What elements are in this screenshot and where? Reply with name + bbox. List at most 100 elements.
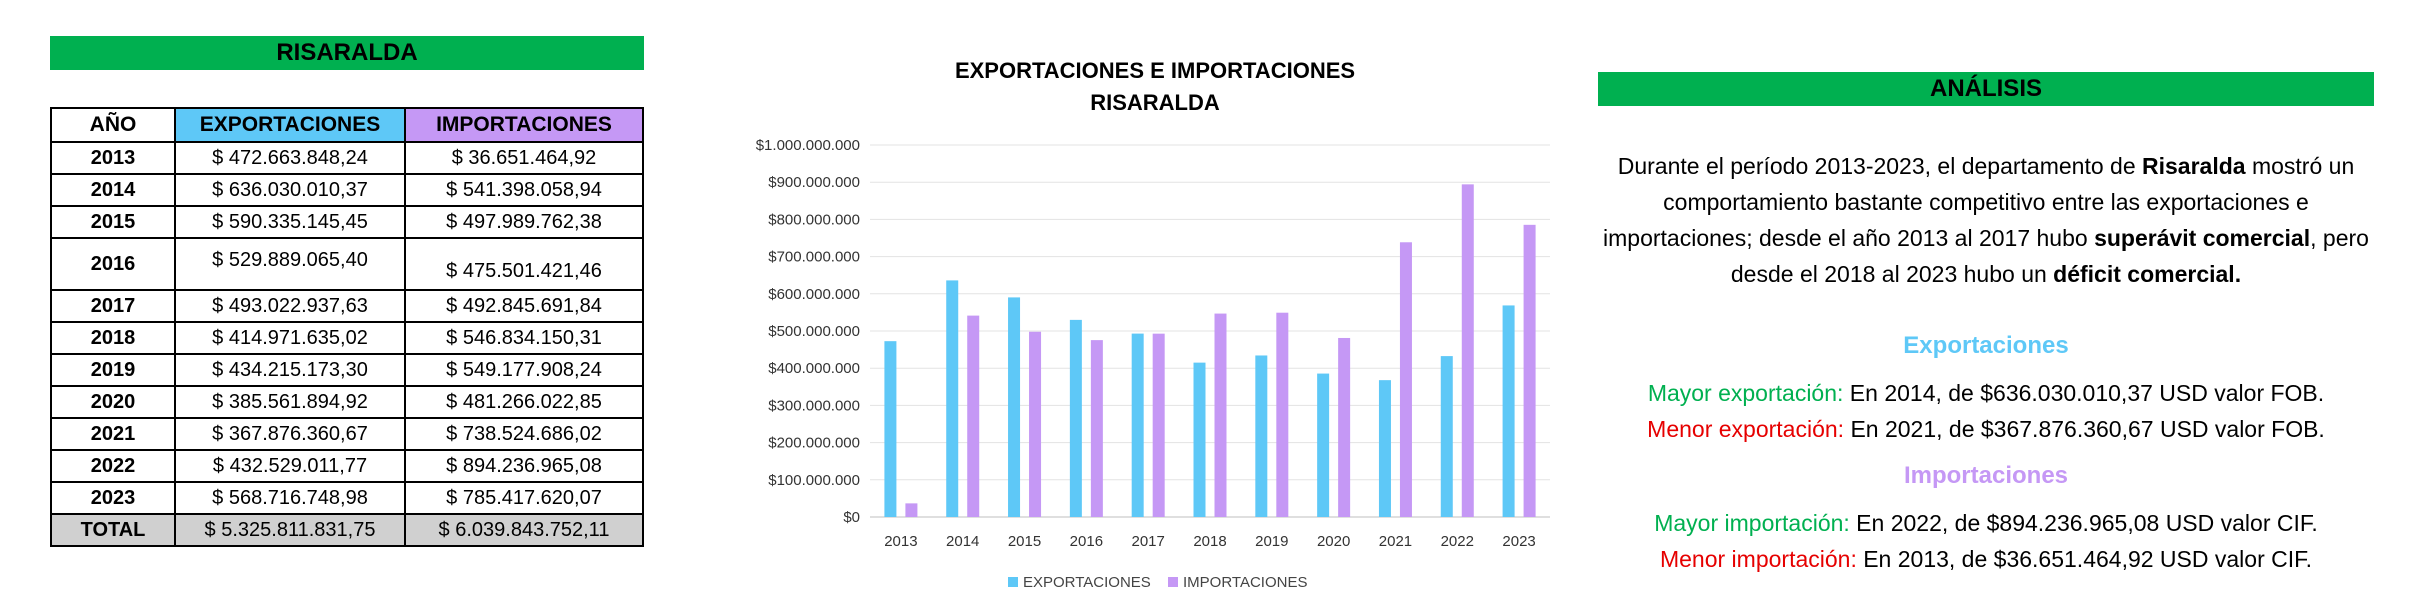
- legend-label-importaciones: IMPORTACIONES: [1183, 574, 1307, 590]
- table-row: 2013 $ 472.663.848,24 $ 36.651.464,92: [50, 141, 644, 175]
- row-importaciones: $ 738.524.686,02: [404, 417, 644, 451]
- row-year: 2015: [50, 205, 176, 239]
- x-tick-label: 2015: [1008, 533, 1041, 550]
- bar-importaciones-2021: [1399, 242, 1412, 518]
- bar-exportaciones-2017: [1131, 333, 1144, 517]
- bar-importaciones-2023: [1523, 224, 1536, 517]
- table-title: RISARALDA: [50, 36, 644, 70]
- x-tick-label: 2017: [1131, 533, 1164, 550]
- bar-exportaciones-2016: [1069, 319, 1082, 517]
- x-tick-label: 2019: [1255, 533, 1288, 550]
- bar-importaciones-2015: [1029, 331, 1042, 517]
- row-year: 2021: [50, 417, 176, 451]
- row-exportaciones: $ 529.889.065,40: [174, 237, 406, 291]
- max-imp-label: Mayor importación:: [1654, 510, 1850, 536]
- bar-exportaciones-2013: [884, 341, 897, 517]
- total-exportaciones: $ 5.325.811.831,75: [174, 513, 406, 547]
- row-importaciones: $ 541.398.058,94: [404, 173, 644, 207]
- row-exportaciones: $ 636.030.010,37: [174, 173, 406, 207]
- y-tick-label: $1.000.000.000: [756, 137, 860, 154]
- legend: EXPORTACIONES IMPORTACIONES: [1008, 574, 1307, 590]
- analysis-p3: , pero desde el 2018 al 2023 hubo un: [1730, 225, 2369, 287]
- x-tick-label: 2022: [1441, 533, 1474, 550]
- row-year: 2017: [50, 289, 176, 323]
- y-tick-label: $300.000.000: [768, 397, 860, 414]
- table-row: 2018 $ 414.971.635,02 $ 546.834.150,31: [50, 321, 644, 355]
- bars: [884, 184, 1536, 518]
- y-tick-label: $100.000.000: [768, 472, 860, 489]
- header-year: AÑO: [50, 107, 176, 143]
- row-exportaciones: $ 472.663.848,24: [174, 141, 406, 175]
- bar-importaciones-2017: [1152, 333, 1165, 517]
- bar-exportaciones-2021: [1378, 380, 1391, 517]
- bar-exportaciones-2022: [1440, 356, 1453, 517]
- min-imp-label: Menor importación:: [1659, 546, 1857, 572]
- total-importaciones: $ 6.039.843.752,11: [404, 513, 644, 547]
- row-year: 2014: [50, 173, 176, 207]
- chart-title-line1: EXPORTACIONES E IMPORTACIONES: [955, 58, 1355, 83]
- header-exportaciones: EXPORTACIONES: [174, 107, 406, 143]
- analysis-title: ANÁLISIS: [1598, 72, 2374, 106]
- y-tick-label: $400.000.000: [768, 360, 860, 377]
- legend-swatch-exportaciones: [1008, 577, 1018, 587]
- legend-swatch-importaciones: [1168, 577, 1178, 587]
- table-row: 2016 $ 529.889.065,40 $ 475.501.421,46: [50, 237, 644, 291]
- row-exportaciones: $ 434.215.173,30: [174, 353, 406, 387]
- row-exportaciones: $ 590.335.145,45: [174, 205, 406, 239]
- row-year: 2022: [50, 449, 176, 483]
- row-exportaciones: $ 493.022.937,63: [174, 289, 406, 323]
- analysis-p1-bold: Risaralda: [2142, 153, 2246, 179]
- grid-lines: [870, 144, 1550, 518]
- table-total-row: TOTAL $ 5.325.811.831,75 $ 6.039.843.752…: [50, 513, 644, 547]
- table-row: 2020 $ 385.561.894,92 $ 481.266.022,85: [50, 385, 644, 419]
- x-tick-label: 2023: [1502, 533, 1535, 550]
- table-row: 2015 $ 590.335.145,45 $ 497.989.762,38: [50, 205, 644, 239]
- row-importaciones: $ 492.845.691,84: [404, 289, 644, 323]
- fact-max-exportacion: Mayor exportación: En 2014, de $636.030.…: [1598, 380, 2374, 407]
- y-tick-label: $800.000.000: [768, 211, 860, 228]
- bar-importaciones-2016: [1090, 340, 1103, 517]
- max-exp-label: Mayor exportación:: [1647, 380, 1844, 406]
- row-importaciones: $ 481.266.022,85: [404, 385, 644, 419]
- min-imp-text: En 2013, de $36.651.464,92 USD valor CIF…: [1856, 546, 2313, 572]
- min-exp-text: En 2021, de $367.876.360,67 USD valor FO…: [1844, 416, 2325, 442]
- exportaciones-heading: Exportaciones: [1903, 332, 2069, 359]
- bar-exportaciones-2020: [1317, 373, 1330, 517]
- x-tick-label: 2020: [1317, 533, 1350, 550]
- tick-labels: $0 $100.000.000 $200.000.000 $300.000.000 $4…: [756, 137, 1536, 550]
- bar-importaciones-2013: [905, 503, 918, 517]
- row-year: 2019: [50, 353, 176, 387]
- bar-importaciones-2019: [1276, 312, 1289, 517]
- row-year: 2020: [50, 385, 176, 419]
- analysis-p3-bold: déficit comercial.: [2053, 261, 2242, 287]
- analysis-p1: Durante el período 2013-2023, el departa…: [1617, 153, 2143, 179]
- row-year: 2018: [50, 321, 176, 355]
- total-label: TOTAL: [50, 513, 176, 547]
- row-importaciones: $ 549.177.908,24: [404, 353, 644, 387]
- data-table: AÑO EXPORTACIONES IMPORTACIONES 2013 $ 47…: [50, 107, 644, 547]
- max-imp-text: En 2022, de $894.236.965,08 USD valor CI…: [1849, 510, 2318, 536]
- table-row: 2023 $ 568.716.748,98 $ 785.417.620,07: [50, 481, 644, 515]
- row-importaciones: $ 894.236.965,08: [404, 449, 644, 483]
- bar-importaciones-2022: [1461, 184, 1474, 517]
- max-exp-text: En 2014, de $636.030.010,37 USD valor FO…: [1843, 380, 2325, 406]
- bar-exportaciones-2014: [946, 280, 959, 517]
- row-importaciones: $ 785.417.620,07: [404, 481, 644, 515]
- row-exportaciones: $ 385.561.894,92: [174, 385, 406, 419]
- row-importaciones: $ 36.651.464,92: [404, 141, 644, 175]
- row-exportaciones: $ 367.876.360,67: [174, 417, 406, 451]
- fact-max-importacion: Mayor importación: En 2022, de $894.236.…: [1598, 510, 2374, 537]
- table-row: 2019 $ 434.215.173,30 $ 549.177.908,24: [50, 353, 644, 387]
- row-importaciones: $ 475.501.421,46: [404, 237, 644, 291]
- importaciones-heading: Importaciones: [1903, 462, 2069, 489]
- row-year: 2016: [50, 237, 176, 291]
- row-exportaciones: $ 568.716.748,98: [174, 481, 406, 515]
- row-importaciones: $ 546.834.150,31: [404, 321, 644, 355]
- x-tick-label: 2013: [884, 533, 917, 550]
- row-exportaciones: $ 414.971.635,02: [174, 321, 406, 355]
- fact-min-importacion: Menor importación: En 2013, de $36.651.4…: [1598, 546, 2374, 573]
- row-exportaciones: $ 432.529.011,77: [174, 449, 406, 483]
- table-row: 2022 $ 432.529.011,77 $ 894.236.965,08: [50, 449, 644, 483]
- bar-exportaciones-2023: [1502, 305, 1515, 517]
- analysis-p2-bold: superávit comercial: [2094, 225, 2311, 251]
